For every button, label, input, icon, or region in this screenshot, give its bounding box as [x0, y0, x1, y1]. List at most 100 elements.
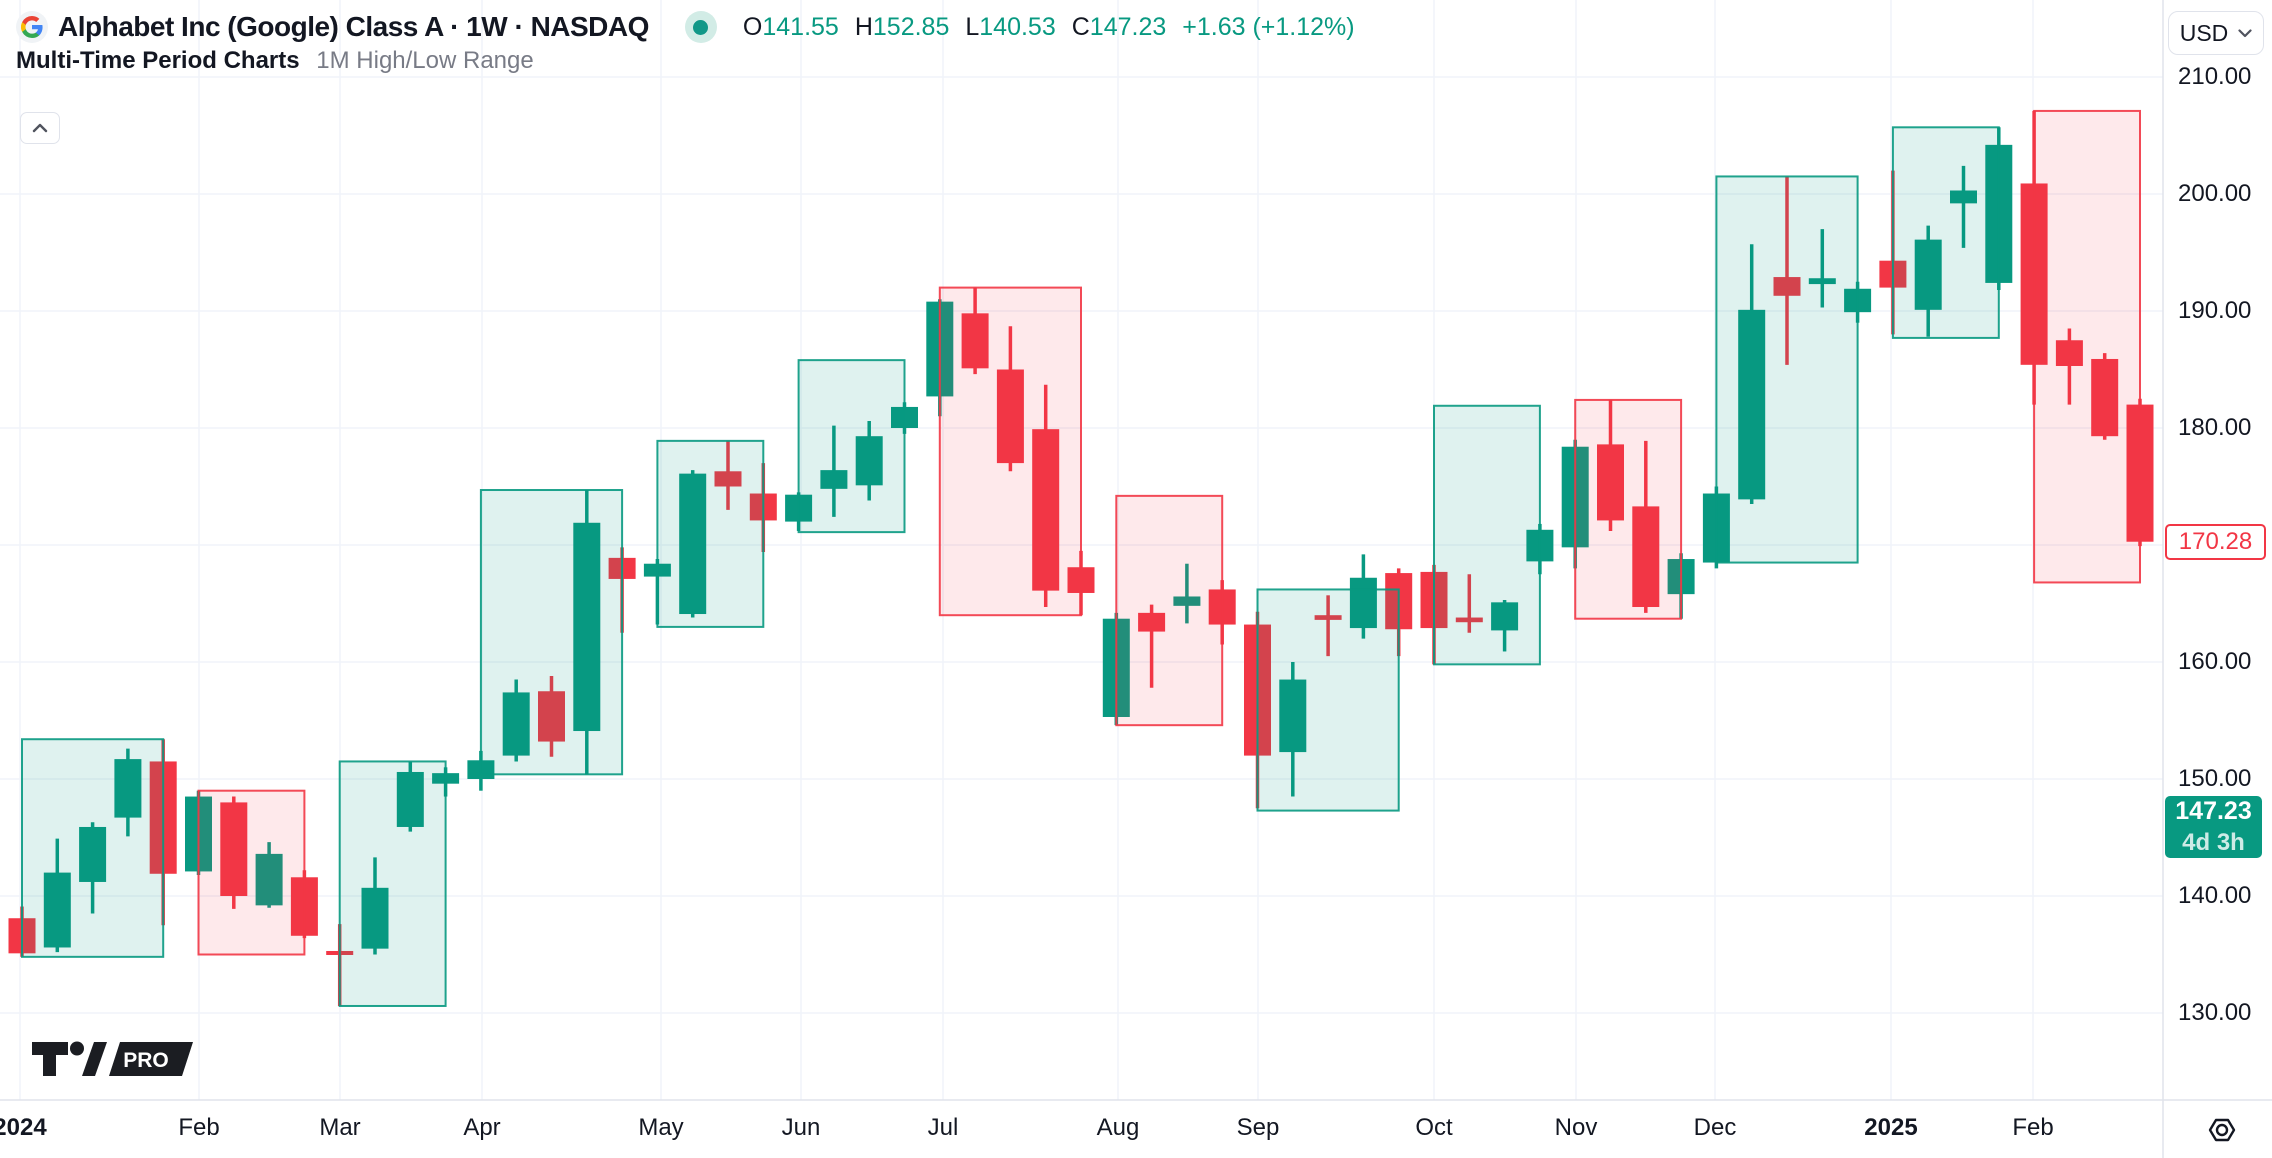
pro-badge: PRO: [123, 1049, 169, 1072]
time-tick-label: May: [638, 1114, 684, 1141]
low-label: L: [965, 12, 980, 41]
month-range-box: [1433, 404, 1541, 666]
currency-label: USD: [2179, 19, 2229, 46]
time-tick-label: Aug: [1096, 1114, 1140, 1141]
time-tick-label: Dec: [1693, 1114, 1737, 1141]
month-range-box: [938, 286, 1082, 617]
weekly-candle: [1279, 662, 1307, 797]
currency-selector-button[interactable]: USD: [2168, 11, 2264, 55]
ohlc-readout: O141.55 H152.85 L140.53 C147.23 +1.63 (+…: [743, 13, 1355, 42]
month-range-box: [1891, 126, 2000, 339]
month-range-box: [197, 789, 306, 956]
price-tick-label: 160.00: [2178, 648, 2252, 675]
weekly-candle: [1314, 595, 1342, 657]
price-tick-label: 140.00: [2178, 882, 2252, 909]
tradingview-logo-icon: PRO: [32, 1041, 193, 1076]
price-tick-label: 180.00: [2178, 414, 2252, 441]
time-tick-label: 2024: [0, 1114, 47, 1141]
indicator-title[interactable]: Multi-Time Period Charts: [16, 47, 300, 74]
time-tick-label: Oct: [1415, 1114, 1453, 1141]
weekly-candle: [361, 857, 389, 955]
time-tick-label: Mar: [319, 1114, 361, 1141]
weekly-candle: [2055, 328, 2083, 405]
current-price-tag: 147.23 4d 3h: [2165, 796, 2262, 858]
time-tick-label: Feb: [178, 1114, 220, 1141]
month-range-box: [338, 760, 447, 1007]
low-value: 140.53: [979, 12, 1056, 41]
price-tick-label: 200.00: [2178, 180, 2252, 207]
weekly-candle: [1738, 244, 1766, 505]
last-value-price-tag: 170.28: [2165, 524, 2266, 560]
weekly-candle: [2091, 353, 2119, 440]
time-tick-label: Feb: [2012, 1114, 2054, 1141]
high-label: H: [854, 12, 873, 41]
bar-countdown: 4d 3h: [2182, 829, 2245, 856]
high-value: 152.85: [872, 12, 950, 41]
weekly-candle: [573, 490, 601, 775]
weekly-candle: [714, 440, 742, 510]
weekly-candle: [679, 470, 707, 618]
weekly-candle: [820, 425, 848, 517]
weekly-candle: [1349, 554, 1377, 639]
weekly-candle: [996, 326, 1024, 472]
weekly-candle: [502, 679, 530, 762]
weekly-candle: [114, 748, 142, 837]
collapse-panel-button[interactable]: [20, 112, 60, 144]
weekly-candle: [538, 676, 565, 757]
time-tick-label: 2025: [1864, 1114, 1918, 1141]
weekly-candle: [1138, 604, 1166, 688]
month-range-box: [1574, 398, 1683, 620]
gear-icon: [2208, 1118, 2236, 1142]
month-range-box: [1115, 494, 1224, 727]
price-tick-label: 190.00: [2178, 297, 2252, 324]
month-range-box: [21, 738, 165, 958]
price-tick-label: 130.00: [2178, 999, 2252, 1026]
time-tick-label: Jul: [927, 1114, 959, 1141]
weekly-candle: [1773, 176, 1801, 365]
weekly-candle: [1808, 229, 1836, 308]
price-tick-label: 150.00: [2178, 765, 2252, 792]
weekly-candle: [79, 822, 107, 914]
indicator-subtitle: 1M High/Low Range: [316, 47, 534, 74]
time-tick-label: Apr: [463, 1114, 501, 1141]
weekly-candle: [961, 287, 989, 375]
google-logo-icon[interactable]: [16, 11, 48, 43]
current-price: 147.23: [2175, 797, 2252, 825]
chevron-up-icon: [32, 123, 48, 133]
month-range-box: [797, 359, 906, 534]
weekly-candle: [1032, 384, 1060, 608]
price-tick-label: 210.00: [2178, 63, 2252, 90]
weekly-candle: [43, 838, 71, 953]
month-range-box: [479, 489, 624, 776]
close-label: C: [1071, 12, 1090, 41]
month-range-box: [2033, 109, 2141, 584]
tradingview-pro-logo[interactable]: PRO: [30, 1036, 200, 1085]
chevron-down-icon: [2238, 28, 2252, 37]
open-value: 141.55: [762, 12, 839, 41]
open-label: O: [742, 12, 763, 41]
weekly-candle: [220, 796, 248, 909]
close-value: 147.23: [1089, 12, 1167, 41]
month-range-box: [1256, 588, 1400, 812]
gridlines: [0, 0, 2163, 1100]
time-tick-label: Nov: [1554, 1114, 1598, 1141]
google-g-icon: [21, 16, 43, 38]
weekly-candle: [1632, 440, 1660, 613]
weekly-candle: [396, 761, 424, 832]
weekly-candle: [255, 842, 283, 908]
month-range-boxes-layer: [21, 109, 2141, 1007]
weekly-candle: [1455, 574, 1483, 633]
weekly-candle: [1950, 165, 1977, 248]
symbol-title[interactable]: Alphabet Inc (Google) Class A · 1W · NAS…: [58, 11, 649, 42]
indicator-status-icon[interactable]: [684, 11, 717, 43]
weekly-candle: [1597, 399, 1624, 531]
timescale-settings-button[interactable]: [2204, 1112, 2240, 1153]
weekly-candle: [1914, 225, 1942, 337]
weekly-candle: [855, 420, 883, 501]
time-tick-label: Sep: [1236, 1114, 1280, 1141]
change-value: +1.63 (+1.12%): [1182, 12, 1355, 41]
weekly-candle: [1173, 563, 1201, 624]
time-tick-label: Jun: [781, 1114, 821, 1141]
